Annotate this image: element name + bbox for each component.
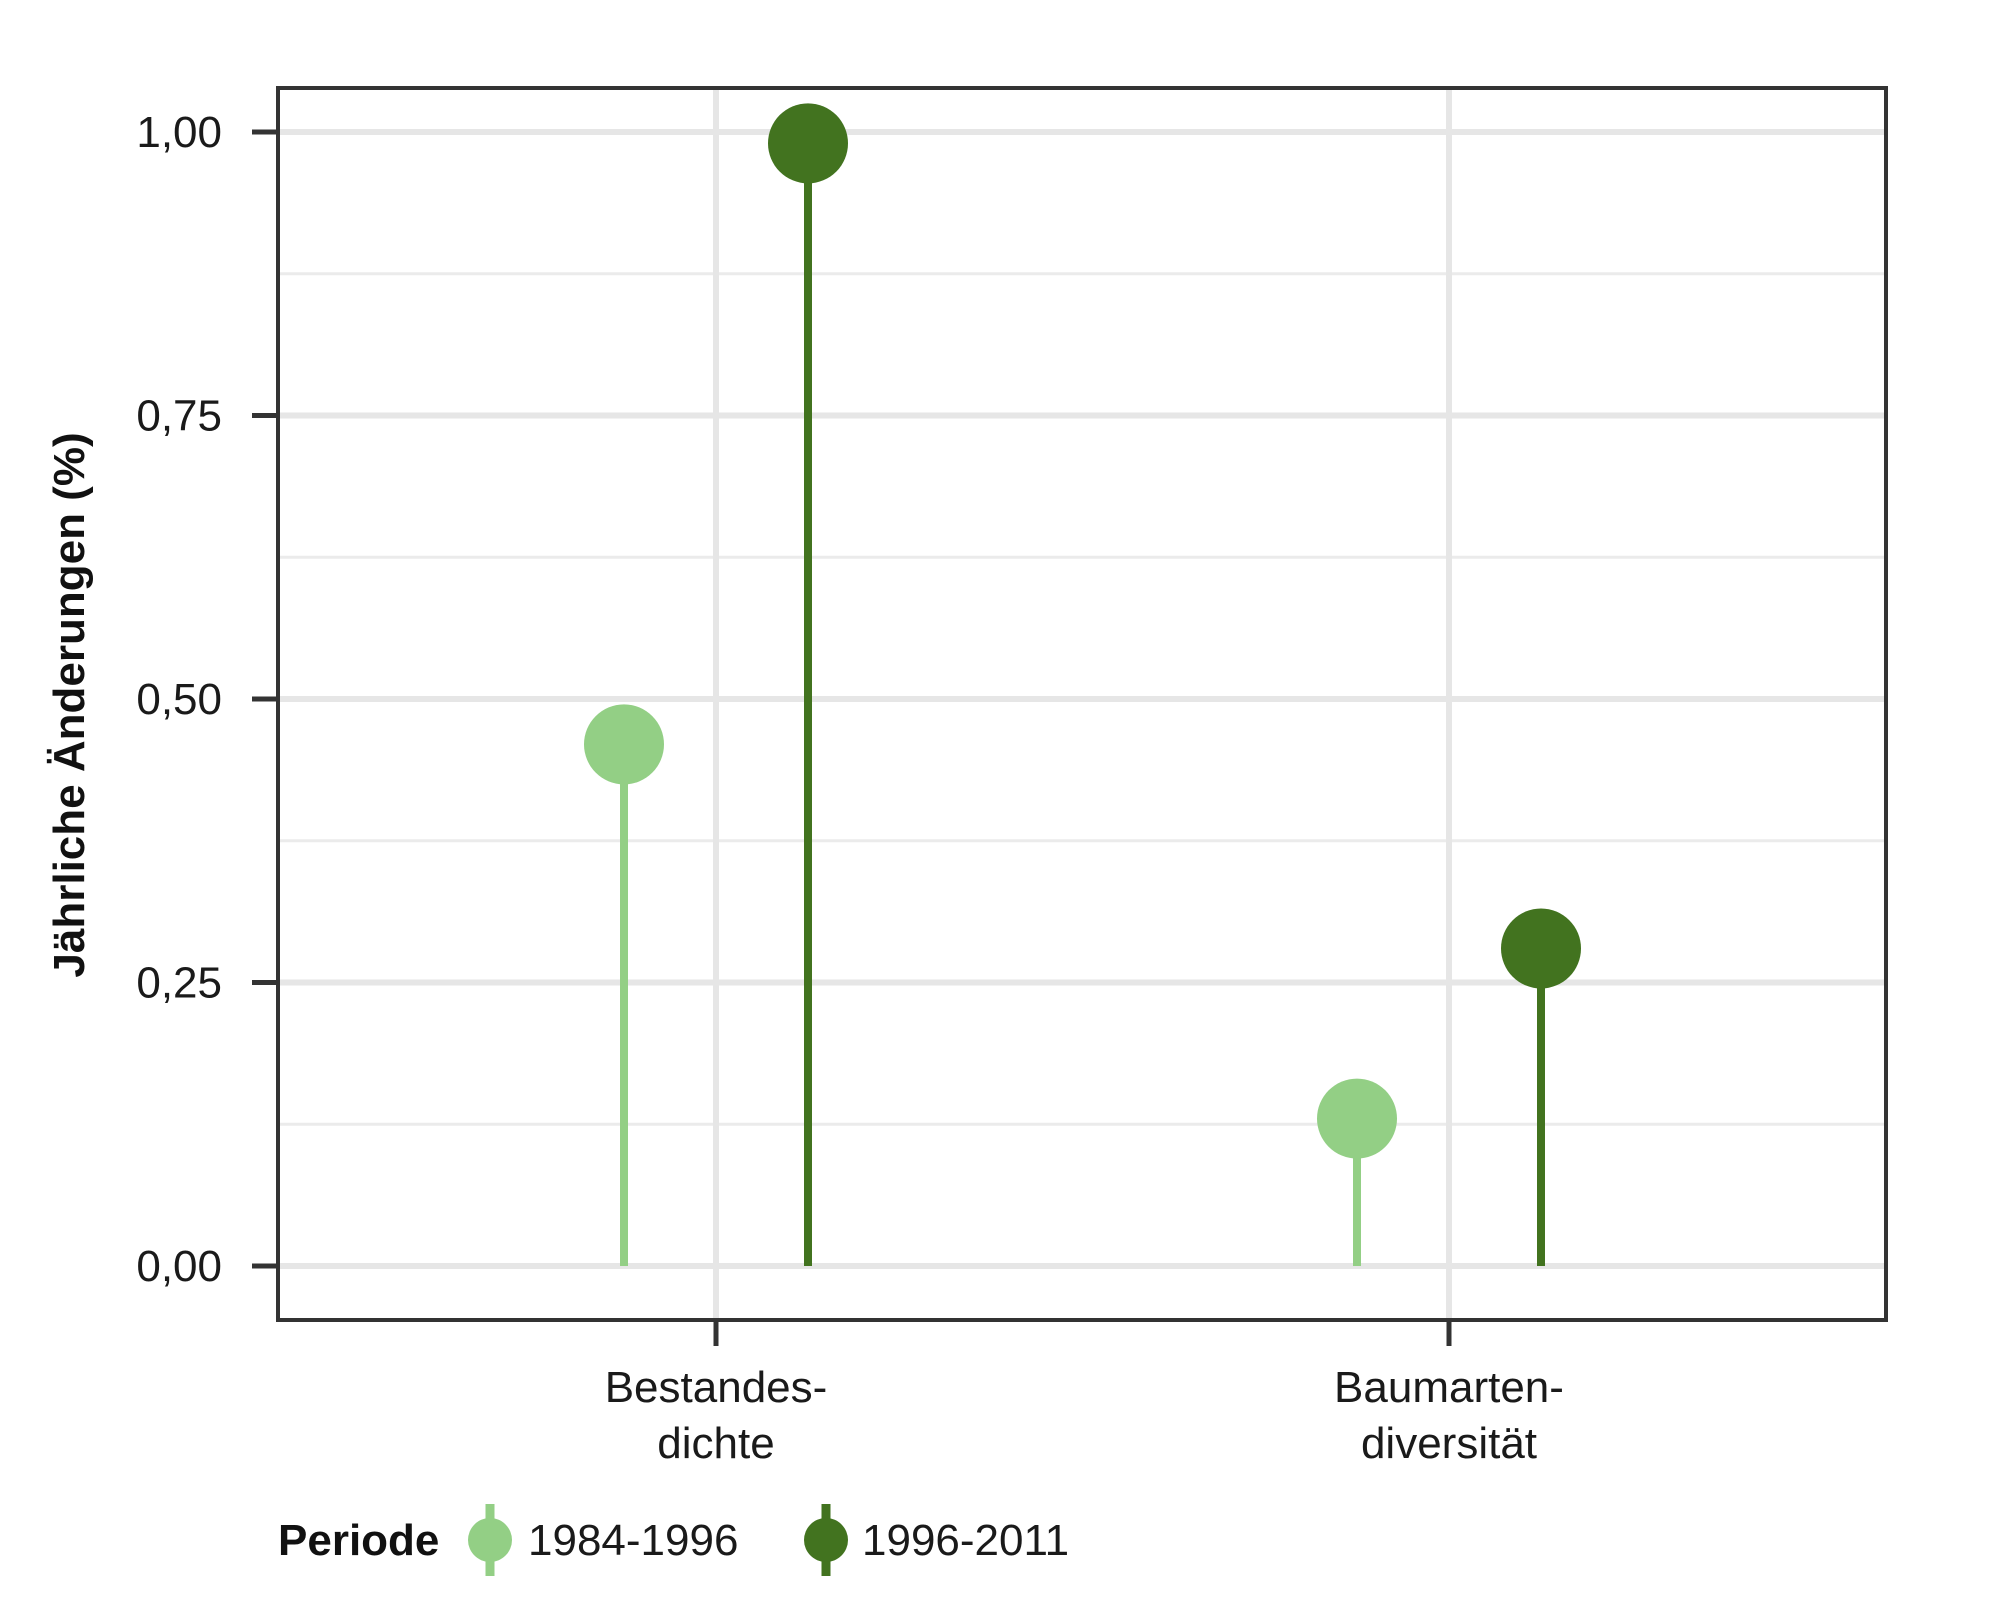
x-category-label: diversität [1361, 1419, 1537, 1468]
lollipop-point [1317, 1078, 1397, 1159]
axes: 0,00 0,25 0,50 0,75 1,00 Bestandes-dichte Baum… [136, 108, 1564, 1468]
legend-title: Periode [278, 1516, 439, 1565]
y-tick-label: 0,50 [136, 675, 222, 724]
lollipop-point [1501, 908, 1581, 989]
y-axis-title: Jährliche Änderungen (%) [45, 432, 94, 977]
lollipop-point [768, 103, 848, 184]
legend-key-point [804, 1518, 848, 1562]
y-tick-label: 0,00 [136, 1242, 222, 1291]
data-marks [584, 103, 1581, 1266]
legend-label: 1996-2011 [862, 1516, 1069, 1565]
legend-label: 1984-1996 [528, 1516, 738, 1565]
grid-lines [278, 88, 1886, 1320]
y-tick-label: 0,25 [136, 959, 222, 1008]
y-tick-label: 1,00 [136, 108, 222, 157]
lollipop-point [584, 704, 664, 785]
plot-panel-border [276, 86, 1888, 1322]
legend: Periode 1984-1996 1996-2011 [278, 1504, 1069, 1576]
x-category-label: dichte [657, 1419, 774, 1468]
legend-key-point [468, 1518, 512, 1562]
y-tick-label: 0,75 [136, 392, 222, 441]
x-category-label: Baumarten- [1334, 1363, 1564, 1412]
x-category-label: Bestandes- [605, 1363, 828, 1412]
